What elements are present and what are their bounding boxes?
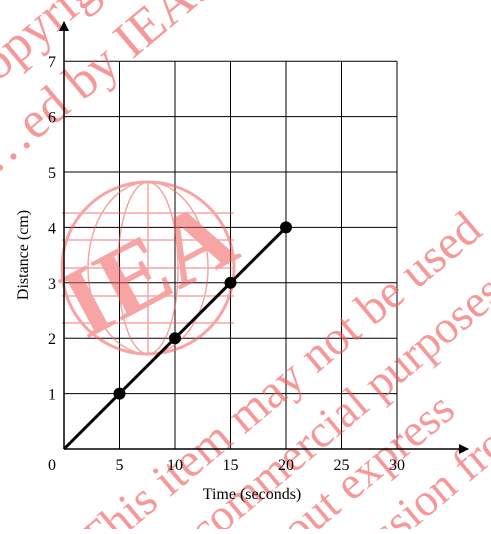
y-tick-label-7: 7 xyxy=(48,54,56,71)
data-point-10 xyxy=(169,332,181,344)
y-tick-label-4: 4 xyxy=(48,220,56,237)
y-tick-label-2: 2 xyxy=(48,331,56,348)
x-tick-label-15: 15 xyxy=(223,457,239,474)
data-point-20 xyxy=(280,221,292,233)
x-tick-label-0: 0 xyxy=(48,457,56,474)
y-tick-label-1: 1 xyxy=(48,387,56,404)
iea-logo: IEA xyxy=(44,178,253,359)
x-tick-label-30: 30 xyxy=(389,457,405,474)
x-tick-label-20: 20 xyxy=(278,457,294,474)
x-tick-label-25: 25 xyxy=(334,457,350,474)
x-tick-label-10: 10 xyxy=(167,457,183,474)
y-axis-label: Distance (cm) xyxy=(15,210,32,300)
data-point-5 xyxy=(114,388,126,400)
x-axis-label: Time (seconds) xyxy=(203,486,302,503)
data-point-15 xyxy=(225,277,237,289)
y-tick-label-3: 3 xyxy=(48,276,56,293)
x-tick-label-5: 5 xyxy=(116,457,124,474)
y-tick-label-5: 5 xyxy=(48,165,56,182)
y-tick-label-6: 6 xyxy=(48,110,56,127)
